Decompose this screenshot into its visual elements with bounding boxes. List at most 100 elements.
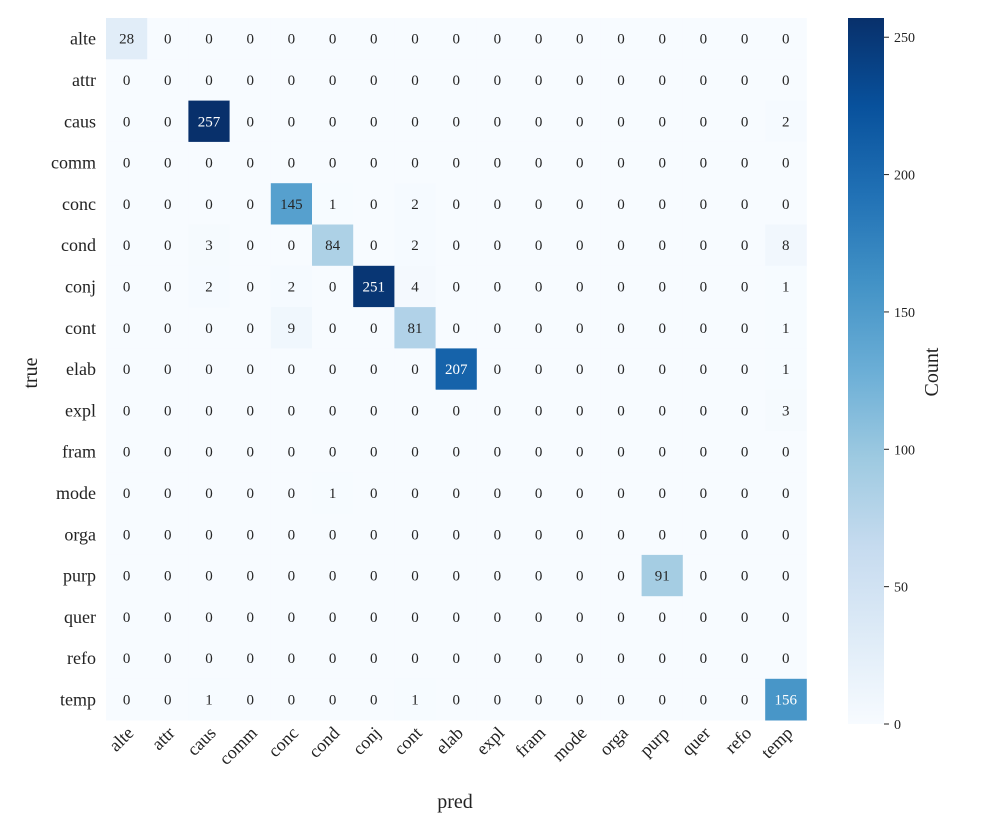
cell-value-label: 0	[370, 610, 378, 626]
heatmap-cell	[106, 596, 148, 638]
heatmap-cell	[600, 678, 642, 721]
cell-value-label: 1	[205, 692, 213, 708]
heatmap-cell	[476, 224, 519, 267]
y-axis-tick-labels: alte attr caus comm conc cond conj cont elab expl…	[51, 29, 96, 710]
heatmap-cell	[559, 141, 601, 184]
heatmap-cell	[435, 141, 478, 184]
cell-value-label: 0	[329, 362, 337, 378]
heatmap-cell	[188, 389, 230, 432]
heatmap-cell	[188, 100, 230, 143]
heatmap-cell	[600, 18, 642, 60]
cell-value-label: 0	[741, 197, 749, 213]
cell-value-label: 0	[617, 279, 625, 295]
cell-value-label: 0	[535, 610, 543, 626]
heatmap-cell	[476, 265, 519, 308]
heatmap-cell	[106, 141, 148, 184]
colorbar-gradient	[848, 18, 884, 724]
cell-value-label: 0	[494, 610, 502, 626]
cell-value-label: 0	[452, 651, 460, 667]
y-tick-label: conj	[65, 276, 96, 296]
heatmap-cell	[353, 389, 395, 432]
heatmap-cell	[147, 141, 189, 184]
heatmap-cell	[106, 265, 148, 308]
heatmap-cell	[559, 596, 601, 638]
cell-value-label: 0	[741, 692, 749, 708]
cell-value-label: 0	[700, 486, 708, 502]
heatmap-cell	[229, 183, 272, 225]
cell-value-label: 0	[411, 486, 419, 502]
cell-value-label: 0	[494, 279, 502, 295]
cell-value-label: 0	[288, 238, 296, 254]
cell-value-label: 0	[370, 197, 378, 213]
heatmap-cell	[353, 596, 395, 638]
cell-value-label: 0	[576, 73, 584, 89]
heatmap-cell	[229, 554, 272, 597]
cell-value-label: 0	[576, 362, 584, 378]
cell-value-label: 0	[494, 114, 502, 130]
heatmap-cell	[600, 141, 642, 184]
cell-value-label: 0	[164, 362, 172, 378]
x-tick-label: conj	[349, 723, 385, 759]
colorbar: 0 50 100 150 200 250 Count	[848, 18, 943, 733]
cell-value-label: 0	[411, 445, 419, 461]
cell-value-label: 0	[782, 610, 790, 626]
heatmap-cell	[435, 431, 478, 473]
heatmap-cell	[353, 348, 395, 391]
heatmap-cell	[765, 554, 807, 597]
cell-value-label: 0	[370, 692, 378, 708]
heatmap-cell	[394, 513, 436, 556]
y-tick-label: caus	[64, 111, 96, 131]
heatmap-cell	[435, 224, 478, 267]
heatmap-cell	[559, 183, 601, 225]
cell-value-label: 0	[700, 32, 708, 48]
heatmap-cell	[641, 307, 684, 349]
heatmap-cell	[724, 513, 766, 556]
heatmap-cell-labels: 28 0 0 0 0 0 0 0 0 0 0 0 0 0 0 0 00 0 0 0 0 0 0 0 0 0 0 0 0 0 0 0 00 0 257…	[119, 32, 797, 709]
heatmap-cell	[476, 389, 519, 432]
heatmap-cell	[518, 513, 560, 556]
cell-value-label: 0	[494, 403, 502, 419]
heatmap-cell	[724, 472, 766, 514]
cell-value-label: 0	[617, 321, 625, 337]
heatmap-cell	[312, 183, 354, 225]
cell-value-label: 0	[164, 486, 172, 502]
heatmap-cell	[188, 472, 230, 514]
heatmap-cell	[435, 307, 478, 349]
cell-value-label: 0	[370, 73, 378, 89]
cell-value-label: 4	[411, 279, 419, 295]
cell-value-label: 0	[700, 238, 708, 254]
x-tick-label: comm	[215, 723, 261, 769]
cell-value-label: 0	[452, 569, 460, 585]
heatmap-cell	[188, 265, 230, 308]
cell-value-label: 1	[329, 486, 337, 502]
heatmap-cell	[641, 472, 684, 514]
cell-value-label: 0	[370, 238, 378, 254]
cell-value-label: 0	[164, 569, 172, 585]
heatmap-cell	[518, 431, 560, 473]
heatmap-cell	[270, 141, 313, 184]
heatmap-cell	[559, 431, 601, 473]
cell-value-label: 0	[576, 403, 584, 419]
heatmap-cell	[559, 18, 601, 60]
cell-value-label: 0	[576, 321, 584, 337]
cell-value-label: 0	[246, 238, 254, 254]
cell-value-label: 3	[205, 238, 213, 254]
cell-value-label: 0	[370, 321, 378, 337]
colorbar-tick-label: 100	[894, 443, 915, 458]
cell-value-label: 0	[205, 651, 213, 667]
cell-value-label: 207	[445, 362, 468, 378]
cell-value-label: 0	[370, 651, 378, 667]
heatmap-cell	[394, 348, 436, 391]
heatmap-cell	[559, 100, 601, 143]
cell-value-label: 0	[329, 527, 337, 543]
cell-value-label: 0	[617, 362, 625, 378]
heatmap-cell	[476, 141, 519, 184]
heatmap-cell	[518, 59, 560, 101]
heatmap-cell	[394, 596, 436, 638]
cell-value-label: 0	[205, 197, 213, 213]
cell-value-label: 0	[370, 569, 378, 585]
cell-value-label: 0	[288, 445, 296, 461]
cell-value-label: 3	[782, 403, 790, 419]
cell-value-label: 0	[123, 486, 131, 502]
